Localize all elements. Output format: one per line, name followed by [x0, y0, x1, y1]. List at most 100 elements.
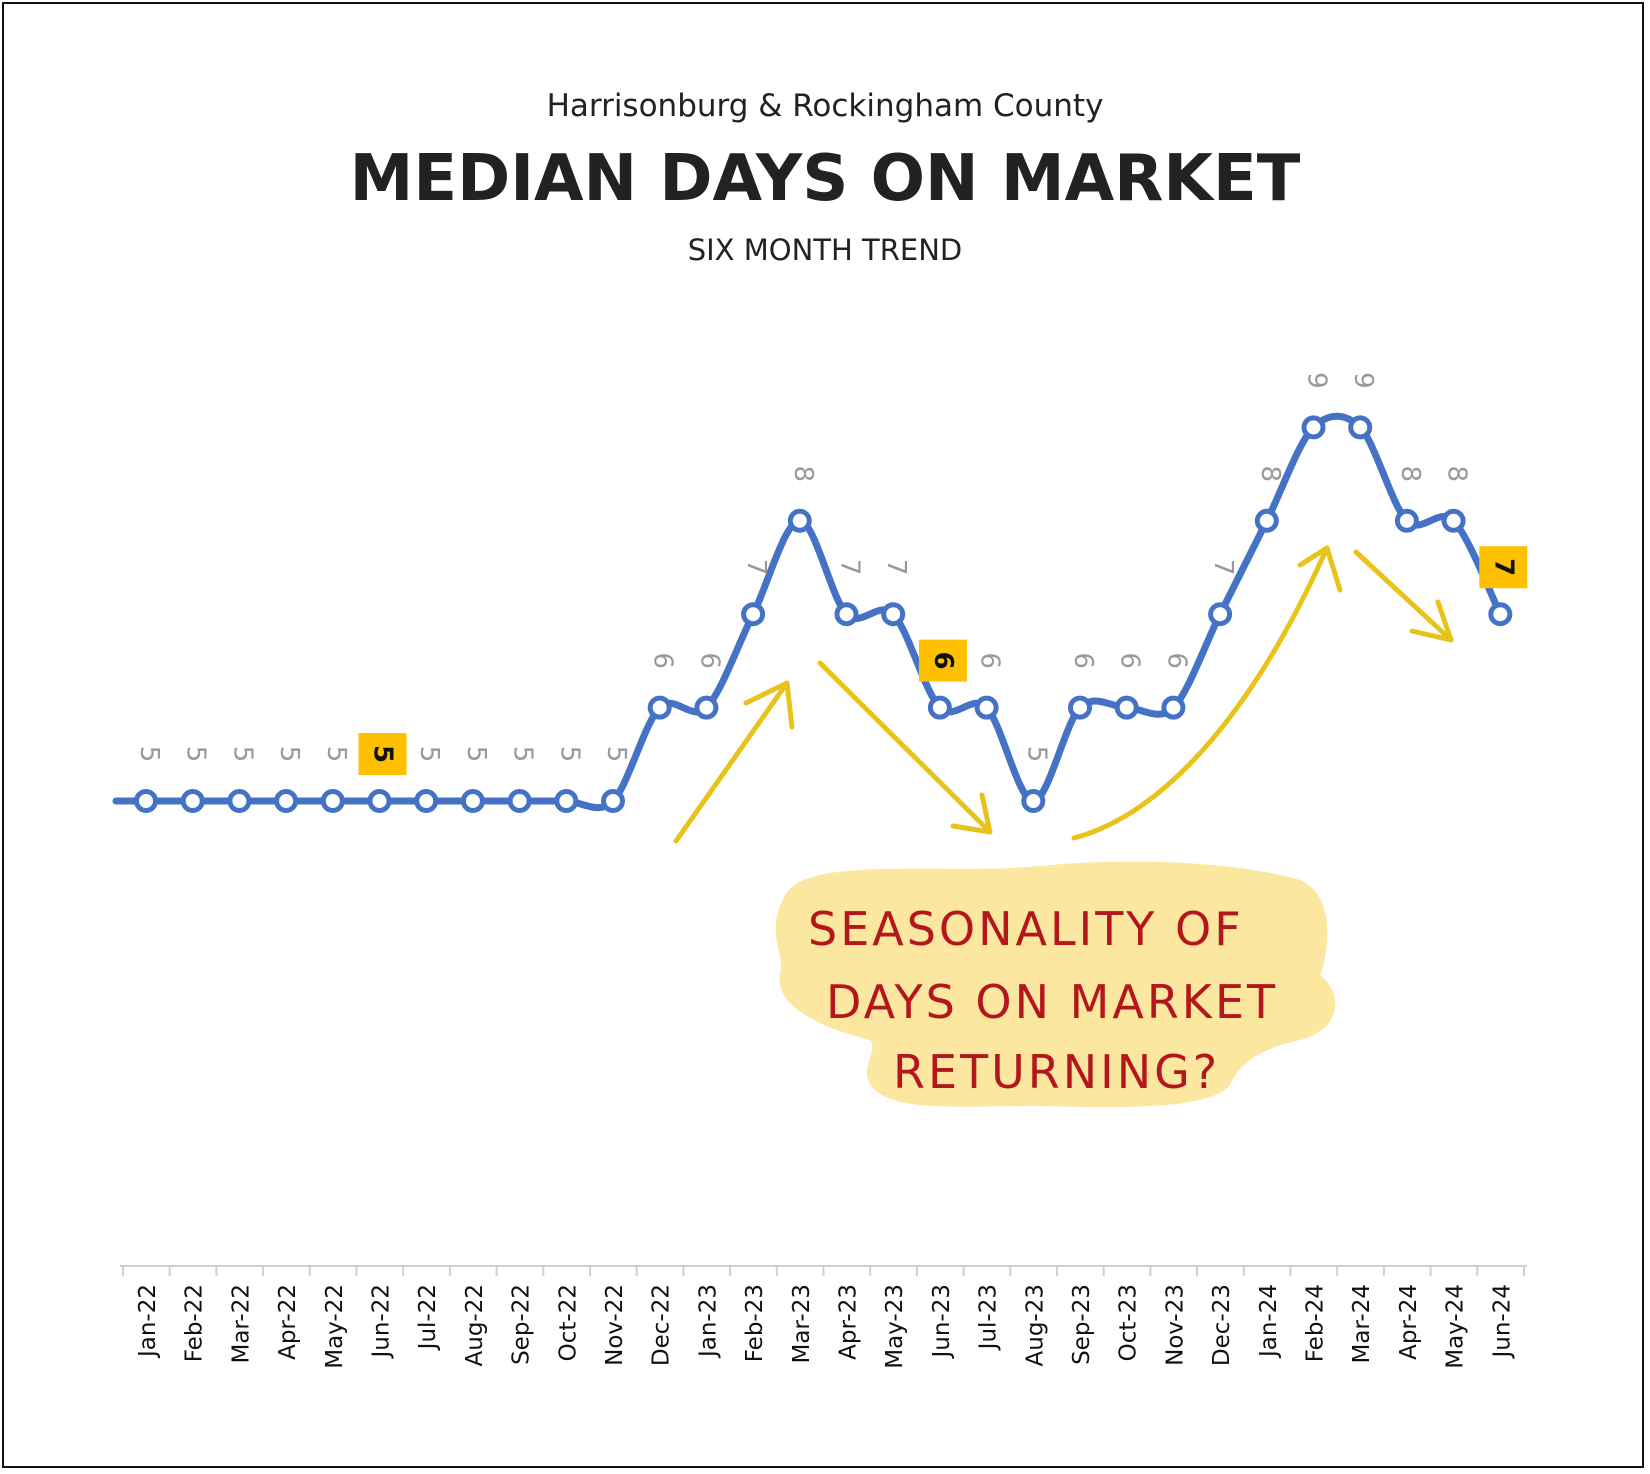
data-point — [1254, 508, 1279, 533]
data-label: 5 — [274, 746, 304, 763]
data-point — [460, 789, 485, 813]
arrow-down-1 — [817, 660, 993, 835]
data-point — [1441, 508, 1466, 533]
data-point — [274, 789, 299, 813]
highlighted-data-label: 6 — [918, 639, 967, 682]
data-label: 5 — [321, 746, 351, 763]
x-tick-label: Apr-22 — [275, 1284, 301, 1360]
annotation-line-1: SEASONALITY OF — [808, 902, 1244, 956]
highlighted-data-label: 7 — [1479, 546, 1528, 589]
x-tick-label: Jan-23 — [695, 1284, 721, 1359]
highlighted-data-label: 5 — [358, 733, 407, 775]
data-point — [834, 602, 859, 627]
x-tick-label: Jan-24 — [1256, 1284, 1282, 1359]
data-label: 6 — [928, 652, 958, 670]
x-tick-label: Aug-23 — [1022, 1284, 1048, 1366]
x-tick-label: Feb-22 — [182, 1284, 208, 1362]
data-label: 5 — [1021, 746, 1051, 763]
x-tick-label: Oct-22 — [555, 1284, 581, 1361]
data-point — [647, 695, 672, 720]
data-label: 7 — [741, 559, 771, 576]
arrow-up-1 — [673, 680, 795, 844]
data-label: 7 — [1488, 558, 1518, 576]
data-point — [414, 789, 439, 813]
data-point — [881, 602, 906, 627]
annotation-text-group: SEASONALITY OF DAYS ON MARKET RETURNING? — [808, 902, 1278, 1099]
x-tick-label: Jul-23 — [976, 1284, 1002, 1351]
x-tick-label: Apr-23 — [836, 1284, 862, 1360]
x-tick-label: Jun-23 — [929, 1284, 955, 1360]
data-label: 7 — [881, 559, 911, 576]
arrow-up-2 — [1071, 545, 1343, 841]
data-point — [601, 789, 625, 813]
data-label: 5 — [414, 746, 444, 763]
data-point — [1114, 695, 1139, 720]
data-label: 6 — [1068, 652, 1098, 669]
data-label: 6 — [975, 652, 1005, 669]
x-tick-label: Feb-24 — [1303, 1284, 1329, 1362]
x-tick-label: Jan-22 — [135, 1284, 161, 1359]
highlight-box — [1479, 546, 1528, 589]
x-tick-label: Mar-22 — [228, 1284, 254, 1364]
x-tick-label: May-22 — [322, 1284, 348, 1369]
data-label: 6 — [694, 652, 724, 669]
x-tick-label: Nov-23 — [1162, 1284, 1188, 1366]
x-tick-label: Sep-23 — [1069, 1284, 1095, 1365]
x-tick-label: Jul-22 — [415, 1284, 441, 1351]
data-label: 5 — [368, 745, 398, 763]
x-tick-label: Jun-22 — [369, 1284, 395, 1360]
data-label: 7 — [835, 559, 865, 576]
data-point — [1348, 415, 1373, 440]
x-tick-label: Aug-22 — [462, 1284, 488, 1366]
x-tick-label: Jun-24 — [1489, 1284, 1515, 1360]
x-tick-label: Apr-24 — [1396, 1284, 1422, 1360]
data-label: 8 — [1442, 466, 1472, 483]
x-tick-label: Sep-22 — [509, 1284, 535, 1365]
arrow-down-2 — [1353, 549, 1454, 643]
x-tick-label: Nov-22 — [602, 1284, 628, 1366]
data-label: 5 — [134, 746, 164, 763]
data-point — [134, 789, 158, 813]
chart-subtitle: SIX MONTH TREND — [687, 233, 963, 267]
data-point — [554, 789, 579, 813]
data-point — [367, 789, 392, 813]
x-tick-label: Dec-23 — [1209, 1284, 1235, 1366]
data-label: 9 — [1302, 372, 1332, 389]
data-point — [180, 789, 205, 813]
data-point — [1488, 602, 1513, 627]
data-label: 8 — [1255, 466, 1285, 483]
data-point — [1208, 602, 1233, 627]
data-label: 5 — [227, 746, 257, 763]
x-tick-label: Dec-22 — [649, 1284, 675, 1366]
data-label: 6 — [1115, 652, 1145, 669]
x-tick-label: May-23 — [882, 1284, 908, 1369]
data-point — [1301, 415, 1326, 440]
highlight-box — [358, 733, 407, 775]
x-tick-label: Oct-23 — [1116, 1284, 1142, 1361]
chart-region-label: Harrisonburg & Rockingham County — [546, 88, 1104, 124]
data-point — [927, 695, 952, 720]
data-label: 5 — [601, 746, 631, 763]
data-point — [227, 789, 252, 813]
data-label: 8 — [788, 466, 818, 483]
data-label: 7 — [1208, 559, 1238, 576]
x-tick-label: May-24 — [1443, 1284, 1469, 1369]
data-point — [1394, 508, 1419, 533]
data-point — [787, 508, 812, 533]
data-label: 8 — [1395, 466, 1425, 483]
data-points — [134, 415, 1513, 813]
annotation-line-2: DAYS ON MARKET — [826, 975, 1278, 1029]
chart-title: MEDIAN DAYS ON MARKET — [349, 142, 1301, 216]
x-tick-label: Mar-24 — [1349, 1284, 1375, 1364]
annotation-line-3: RETURNING? — [893, 1045, 1220, 1099]
data-point — [1068, 695, 1092, 720]
data-label: 6 — [1161, 652, 1191, 669]
data-label: 5 — [508, 746, 538, 763]
data-label: 6 — [648, 652, 678, 669]
data-point — [507, 789, 532, 813]
data-label: 5 — [554, 746, 584, 763]
x-axis: Jan-22 Feb-22 Mar-22 Apr-22 May-22 Jun-22 Jul-… — [120, 1265, 1527, 1369]
annotation-highlight — [775, 861, 1336, 1108]
